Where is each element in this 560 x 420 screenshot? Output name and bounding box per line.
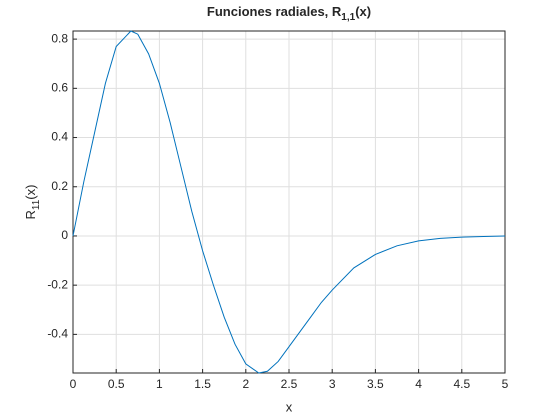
x-axis-label: x [286, 399, 293, 414]
y-tick-label: 0.2 [51, 179, 68, 193]
title-end: (x) [355, 4, 371, 19]
title-main: Funciones radiales, R [207, 4, 342, 19]
ylabel-main: R [23, 210, 38, 219]
y-tick-label: 0.6 [51, 80, 68, 94]
x-tick-label: 2 [242, 377, 249, 391]
y-tick-label: -0.2 [47, 277, 68, 291]
title-sub: 1,1 [341, 12, 355, 23]
x-tick-label: 2.5 [281, 377, 298, 391]
plot-frame [72, 30, 506, 374]
y-tick-label: 0.8 [51, 31, 68, 45]
y-tick-label: 0 [61, 228, 68, 242]
x-tick-label: 1.5 [194, 377, 211, 391]
ylabel-sub: 11 [31, 199, 42, 210]
y-tick-label: 0.4 [51, 130, 68, 144]
x-tick-label: 0.5 [108, 377, 125, 391]
data-line [72, 30, 506, 374]
chart-title: Funciones radiales, R1,1(x) [207, 4, 371, 22]
x-tick-label: 1 [156, 377, 163, 391]
y-axis-label: R11(x) [23, 185, 41, 220]
x-tick-label: 0 [70, 377, 77, 391]
ylabel-end: (x) [23, 185, 38, 200]
x-tick-label: 4.5 [453, 377, 470, 391]
x-tick-label: 5 [502, 377, 509, 391]
x-tick-label: 3.5 [367, 377, 384, 391]
y-tick-label: -0.4 [47, 327, 68, 341]
x-tick-label: 3 [329, 377, 336, 391]
x-tick-label: 4 [415, 377, 422, 391]
